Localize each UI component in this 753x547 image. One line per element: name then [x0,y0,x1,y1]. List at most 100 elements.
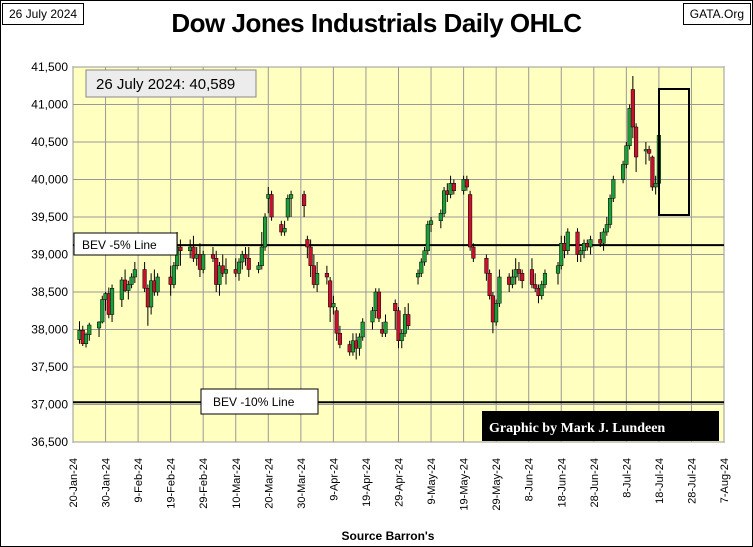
candle-28 [210,247,216,262]
candle-body-down [376,291,382,319]
candle-body-down [650,156,655,188]
candle-body-down [396,310,401,341]
candle-body-up [132,269,137,278]
latest-close-box: 26 July 2024: 40,589 [85,69,257,98]
candle-95 [520,269,525,289]
candle-body-up [497,276,502,304]
candle-body-up [223,269,229,274]
highlight-box [658,88,690,216]
candle-81 [451,179,456,195]
candle-body-down [178,246,183,251]
candle-body-down [334,310,339,334]
candle-18 [155,273,160,296]
y-tick-label: 41,000 [31,98,68,112]
candle-body-up [360,321,365,338]
candle-body-up [87,324,92,335]
candle-14 [142,262,147,292]
candle-85 [471,243,476,262]
latest-close-text: 26 July 2024: 40,589 [96,76,235,93]
candle-body-up [256,265,261,270]
candle-92 [510,269,515,289]
candle-49 [308,239,313,277]
x-tick-label: 18-Jul-24 [654,458,666,504]
x-tick-label: 8-Jun-24 [524,458,536,501]
y-tick-label: 37,500 [31,360,68,374]
candle-72 [415,269,421,285]
candle-68 [396,307,401,349]
candle-body-up [383,321,388,334]
candle-body-down [529,269,535,285]
candle-body-down [142,269,147,289]
candle-56 [337,325,342,349]
source-label: GATA.Org [682,3,751,25]
candle-111 [601,228,606,251]
candle-42 [269,190,274,221]
candle-115 [621,160,626,184]
candle-20 [171,262,176,289]
candle-45 [285,194,290,221]
candle-body-down [246,258,251,270]
y-tick-label: 38,000 [31,323,68,337]
candle-body-down [471,246,476,259]
candle-34 [236,258,242,281]
candle-body-up [285,198,290,218]
candle-40 [262,213,268,251]
candle-96 [529,258,535,289]
candle-39 [259,232,264,270]
x-tick-label: 20-Mar-24 [263,458,275,509]
candle-12 [129,273,134,289]
candle-94 [516,262,521,281]
candle-body-up [578,250,583,255]
candle-body-up [259,246,264,266]
candle-61 [360,318,365,341]
candle-body-up [422,250,427,263]
credit-box: Graphic by Mark J. Lundeen [482,411,719,441]
candle-30 [217,262,222,296]
candle-4 [96,321,102,337]
candle-55 [334,307,339,341]
candle-body-up [217,265,222,285]
candle-body-down [516,269,521,274]
x-tick-label: 29-Feb-24 [198,458,210,509]
candle-body-up [171,265,176,285]
candle-body-down [451,183,456,191]
candle-body-up [419,261,424,274]
candle-body-up [494,303,499,323]
candle-8 [110,284,115,322]
candle-body-up [126,284,131,291]
x-tick-label: 28-Jul-24 [686,458,698,504]
candle-body-up [608,198,613,225]
candle-body-up [236,261,242,274]
x-axis-label: Source Barron's [342,529,435,543]
candle-body-down [575,231,580,255]
candle-body-up [331,303,336,308]
candle-body-up [539,284,544,296]
candle-16 [149,273,154,315]
candle-body-down [308,246,313,266]
candle-body-down [468,194,473,248]
candle-116 [624,142,629,169]
x-tick-label: 8-Jul-24 [621,458,633,498]
reference-lines [73,244,724,404]
candle-body-up [604,224,609,233]
candle-body-down [634,126,639,158]
candle-121 [647,145,652,161]
candle-99 [539,280,544,300]
candle-102 [559,235,564,270]
y-tick-label: 36,500 [31,435,68,449]
candle-11 [126,280,131,300]
candle-69 [399,329,404,349]
y-tick-label: 40,000 [31,173,68,187]
candle-74 [422,247,427,266]
candle-71 [406,303,411,330]
candle-body-up [555,265,561,274]
candle-48 [305,235,310,259]
candle-body-up [559,243,564,266]
candle-76 [429,217,434,232]
candle-64 [376,288,382,322]
candle-body-up [415,273,421,278]
candle-body-up [442,190,447,214]
y-tick-label: 37,000 [31,398,68,412]
candle-body-up [510,276,515,285]
